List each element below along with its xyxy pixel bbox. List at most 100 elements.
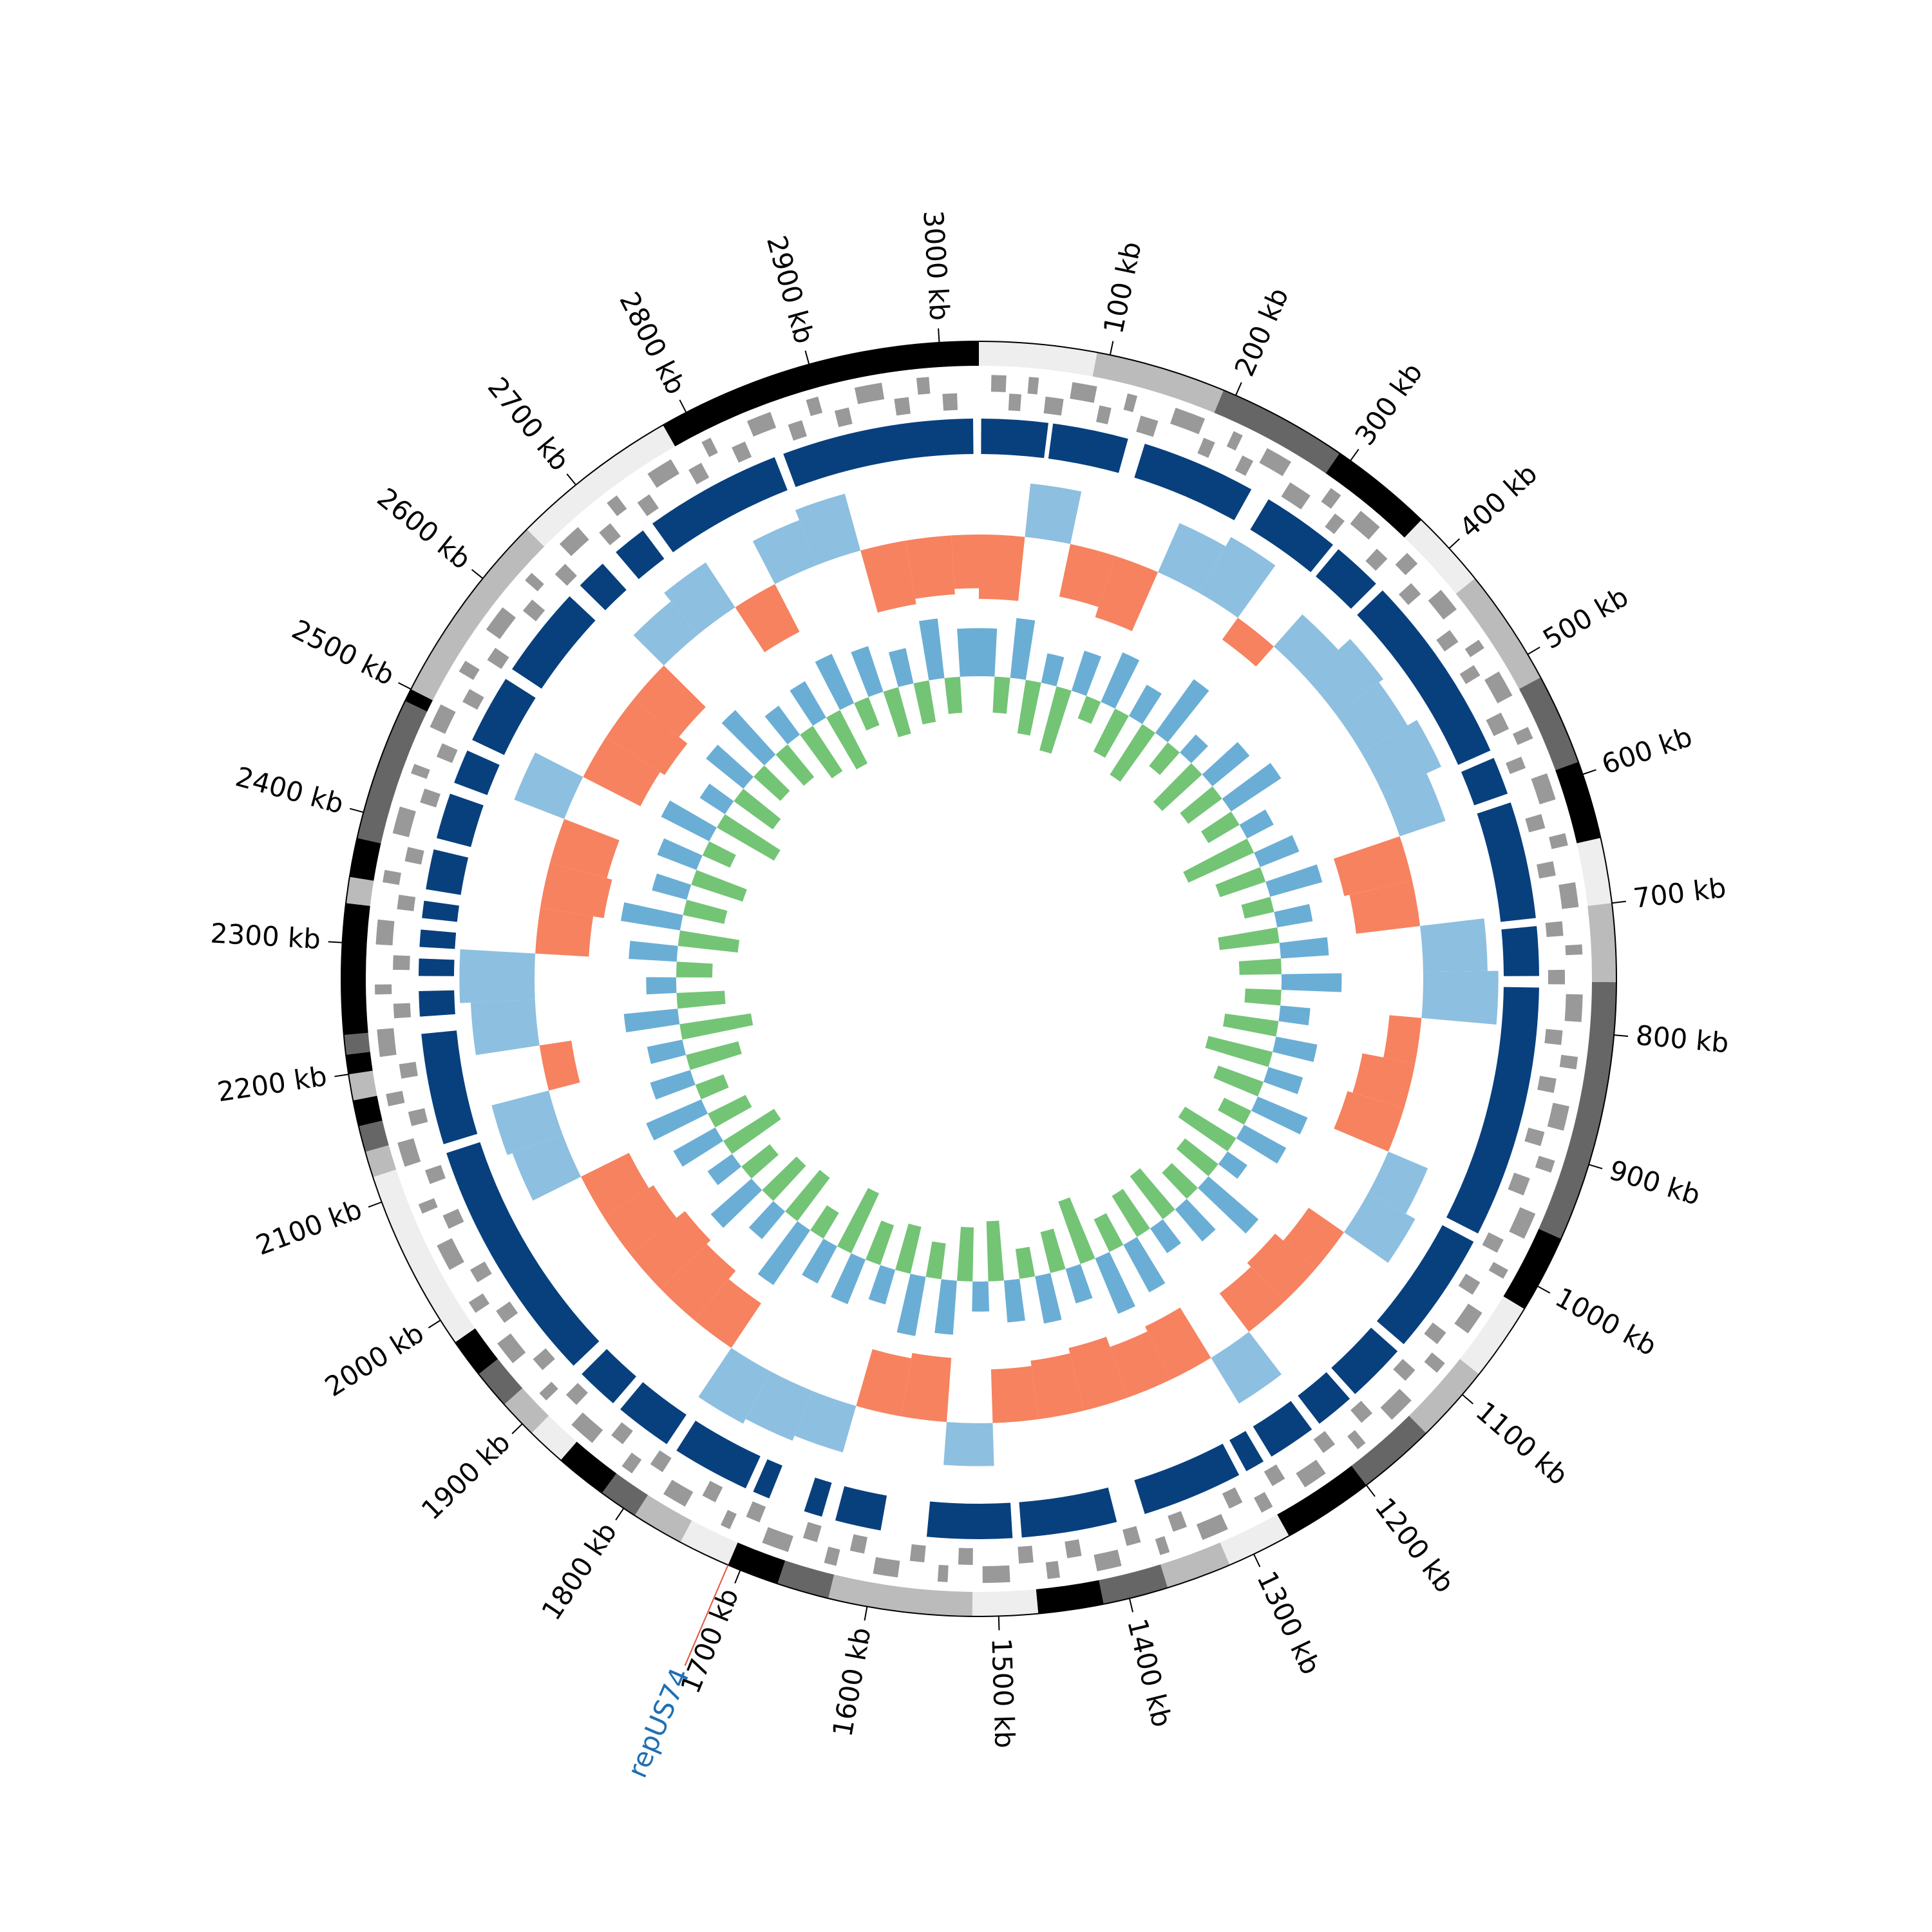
gc-bar	[775, 744, 815, 786]
band	[504, 1388, 549, 1434]
contig	[454, 750, 500, 795]
skew-bar	[979, 535, 1025, 601]
gene	[1096, 405, 1112, 424]
gene	[663, 1479, 694, 1507]
gene	[437, 1238, 464, 1271]
gene	[430, 704, 456, 734]
gene	[1347, 1430, 1366, 1450]
band	[531, 1416, 577, 1461]
gene	[607, 495, 627, 516]
gene	[565, 1383, 588, 1405]
gene	[688, 462, 710, 485]
band	[1351, 1416, 1426, 1486]
gc-bar	[1213, 1065, 1264, 1097]
tick-label: 2100 kb	[252, 1193, 366, 1262]
band	[1587, 903, 1616, 983]
gc-bar	[723, 1108, 781, 1154]
gene	[468, 1293, 490, 1313]
gene	[1136, 415, 1159, 437]
gene	[1464, 639, 1484, 658]
skew-bar	[1025, 483, 1082, 544]
contig	[804, 1477, 832, 1517]
band	[365, 1145, 397, 1177]
tick-mark	[938, 328, 940, 343]
gc-bar	[854, 697, 880, 731]
gene	[459, 660, 480, 680]
gc-bar	[851, 646, 884, 697]
band	[348, 1070, 377, 1101]
skew-bar	[633, 665, 706, 737]
gene	[1458, 1273, 1481, 1295]
gene	[1313, 1431, 1336, 1454]
band	[358, 1121, 389, 1152]
contig	[1048, 423, 1128, 473]
gc-bar	[957, 628, 979, 677]
tick-label: 200 kb	[1228, 283, 1294, 381]
gene	[418, 1198, 438, 1214]
skew-bar	[535, 907, 594, 957]
gene	[1045, 1560, 1061, 1579]
gene	[982, 1565, 1010, 1583]
tick-mark	[679, 399, 687, 413]
skew-bar	[1343, 1193, 1416, 1263]
gene	[1535, 1155, 1555, 1173]
band	[1220, 1514, 1289, 1566]
gene	[1509, 1207, 1536, 1239]
tick-label: 100 kb	[1097, 239, 1148, 336]
tick-mark	[1109, 341, 1114, 355]
gene	[1393, 1359, 1416, 1381]
skew-bar	[1145, 1307, 1211, 1380]
tick-label: 2200 kb	[215, 1060, 329, 1108]
gene	[404, 847, 424, 865]
gene	[470, 1261, 492, 1283]
gene	[1484, 671, 1513, 704]
gc-bar	[826, 710, 868, 770]
tick-label: 1200 kb	[1368, 1492, 1461, 1598]
skew-bar	[735, 584, 800, 652]
band	[527, 425, 676, 547]
tick-mark	[1235, 382, 1242, 396]
tick-label: 2900 kb	[761, 232, 820, 347]
skew-bar	[606, 699, 688, 775]
tick-mark	[511, 1423, 523, 1434]
gene	[1259, 448, 1291, 477]
skew-bar	[660, 1244, 736, 1321]
band	[357, 701, 428, 844]
gene	[1564, 994, 1583, 1023]
tick-mark	[334, 1074, 349, 1077]
gc-bar	[1176, 1138, 1218, 1177]
gene	[1070, 382, 1097, 403]
gc-bar	[1183, 838, 1255, 883]
contig	[512, 596, 596, 689]
gene	[399, 1061, 418, 1079]
band	[353, 1095, 383, 1126]
gene	[1524, 1128, 1545, 1146]
gc-bar	[868, 1265, 896, 1305]
skew-bar	[1158, 523, 1226, 593]
gene	[1254, 1492, 1273, 1513]
gc-bar	[810, 1205, 839, 1239]
skew-bar	[514, 752, 583, 819]
skew-bar	[1059, 544, 1115, 607]
gene	[1482, 1232, 1504, 1253]
tick-mark	[349, 808, 364, 813]
band	[728, 1542, 786, 1584]
contig	[620, 1382, 687, 1444]
gc-bar	[702, 841, 736, 868]
gc-bar	[764, 705, 800, 744]
band	[979, 341, 1097, 377]
tick-label: 2400 kb	[232, 761, 347, 820]
gene	[1196, 1513, 1228, 1540]
gene	[854, 383, 885, 404]
gene	[1558, 882, 1579, 909]
gc-bar	[790, 681, 826, 726]
band	[560, 1441, 617, 1493]
gene	[1549, 833, 1568, 849]
band	[478, 1359, 523, 1405]
contig	[676, 1421, 761, 1489]
contig	[582, 1349, 636, 1404]
gc-bar	[1241, 896, 1274, 919]
skew-bar	[794, 1390, 857, 1453]
contig	[1357, 590, 1491, 765]
band	[346, 876, 374, 906]
